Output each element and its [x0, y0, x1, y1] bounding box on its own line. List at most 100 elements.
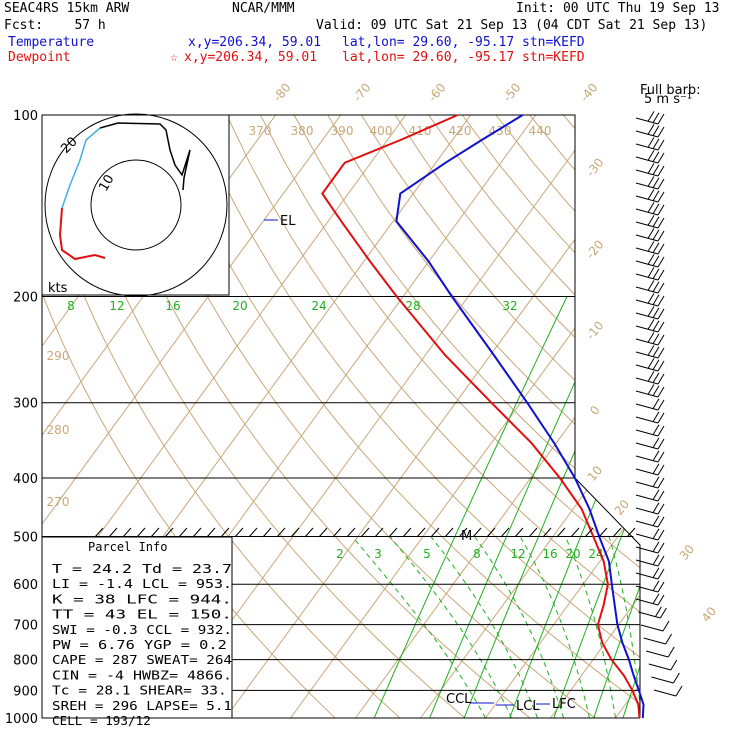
isotherm — [485, 115, 640, 718]
isotherm — [615, 115, 640, 718]
hatch-mark — [234, 527, 244, 538]
mixing-ratio-label: 24 — [311, 299, 326, 313]
mixing-ratio-label: 12 — [510, 547, 525, 561]
mixing-ratio-label: 8 — [473, 547, 481, 561]
wind-barb — [635, 580, 665, 593]
isotherm-label: 20 — [612, 497, 633, 518]
dry-adiabat — [91, 115, 531, 718]
pressure-label-100: 100 — [13, 109, 38, 124]
wind-barb — [635, 489, 665, 502]
isotherm-label: -60 — [425, 80, 448, 104]
wind-barb — [635, 150, 665, 164]
wind-barb — [635, 450, 665, 463]
dry-adiabat — [529, 115, 640, 718]
wind-barb — [635, 306, 665, 320]
mixing-ratio-label: 20 — [565, 547, 580, 561]
pressure-label-800: 800 — [13, 654, 38, 669]
hatch-mark — [178, 527, 188, 538]
dry-adiabat — [260, 115, 640, 718]
wind-barb — [635, 176, 665, 190]
parcel-info-row: K = 38 LFC = 944. — [52, 592, 232, 606]
hatch-mark — [192, 527, 202, 538]
el-label: EL — [280, 214, 296, 229]
hatch-mark — [318, 527, 328, 538]
parcel-info-row: CAPE = 287 SWEAT= 264 — [52, 653, 232, 667]
hatch-mark — [556, 527, 566, 538]
hatch-mark — [472, 527, 482, 538]
wind-barb — [635, 437, 665, 450]
temperature-latlon: lat,lon= 29.60, -95.17 — [342, 35, 515, 50]
temperature-station: stn=KEFD — [522, 35, 585, 50]
hodograph-trace-mid — [61, 127, 101, 209]
dry-adiabat — [360, 115, 640, 718]
dry-adiabat — [327, 115, 640, 718]
wind-barb — [635, 267, 665, 281]
hatch-mark — [304, 527, 314, 538]
theta-label: 280 — [47, 423, 70, 437]
mixing-ratio-line — [593, 296, 640, 718]
pressure-label-500: 500 — [13, 530, 38, 545]
theta-label: 400 — [370, 124, 393, 138]
isotherm — [160, 115, 602, 718]
header-init: Init: 00 UTC Thu 19 Sep 13 — [516, 1, 720, 16]
hatch-mark — [528, 527, 538, 538]
header-org: NCAR/MMM — [232, 1, 295, 16]
hatch-mark — [514, 527, 524, 538]
pressure-label-600: 600 — [13, 578, 38, 593]
hodograph-ring-10 — [90, 159, 182, 251]
mixing-ratio-label: 12 — [109, 299, 124, 313]
parcel-info-row: SREH = 296 LAPSE= 5.1 — [52, 699, 232, 713]
isotherm — [681, 115, 740, 718]
wind-legend-title: Full barb: — [640, 83, 701, 98]
mixing-ratio-label: 16 — [542, 547, 557, 561]
theta-label: 270 — [47, 495, 70, 509]
wind-barb — [635, 280, 665, 294]
hatch-mark — [108, 527, 118, 538]
mixing-ratio-label: 8 — [67, 299, 75, 313]
parcel-info-box — [41, 536, 233, 719]
mixing-ratio-line — [682, 297, 740, 719]
dewpoint-station: stn=KEFD — [522, 50, 585, 65]
dry-adiabat — [226, 115, 640, 718]
pressure-label-900: 900 — [13, 684, 38, 699]
hatch-mark — [542, 527, 552, 538]
mixing-ratio-line — [373, 296, 568, 718]
hatch-mark — [458, 527, 468, 538]
wind-barb — [635, 554, 665, 567]
wind-barb — [635, 137, 665, 151]
theta-label: 380 — [291, 124, 314, 138]
isotherm-label: 10 — [585, 463, 606, 484]
mixing-ratio-line — [509, 296, 640, 718]
hatch-mark — [584, 527, 594, 538]
hodograph-trace-low — [58, 207, 106, 261]
hatch-mark — [332, 527, 342, 538]
wind-barb — [635, 202, 665, 216]
wind-barb — [635, 358, 665, 372]
lcl-label: LCL — [516, 699, 540, 714]
theta-label: 420 — [449, 124, 472, 138]
wind-barb — [635, 189, 665, 203]
isotherm — [42, 115, 407, 718]
dry-adiabat — [630, 115, 640, 718]
isotherm-label: -50 — [500, 80, 523, 104]
isotherm-label: -20 — [583, 237, 606, 261]
hatch-mark — [94, 527, 104, 538]
dry-adiabat — [192, 115, 640, 718]
hatch-mark — [290, 527, 300, 538]
moist-adiabat — [474, 536, 564, 718]
wind-barb — [635, 398, 665, 411]
wind-barb — [635, 241, 665, 255]
isotherm-label: -40 — [577, 80, 600, 104]
dry-adiabat — [42, 115, 401, 718]
wind-barb — [640, 620, 670, 632]
dry-adiabat — [664, 115, 740, 718]
theta-label: 430 — [489, 124, 512, 138]
dry-adiabat — [159, 115, 640, 718]
melting-level-label: M — [461, 529, 472, 544]
pressure-label-400: 400 — [13, 472, 38, 487]
wind-barb — [635, 111, 665, 125]
theta-label: 290 — [47, 349, 70, 363]
isotherm — [420, 115, 640, 718]
isotherm — [550, 115, 640, 718]
isotherm-label: -30 — [583, 155, 606, 179]
